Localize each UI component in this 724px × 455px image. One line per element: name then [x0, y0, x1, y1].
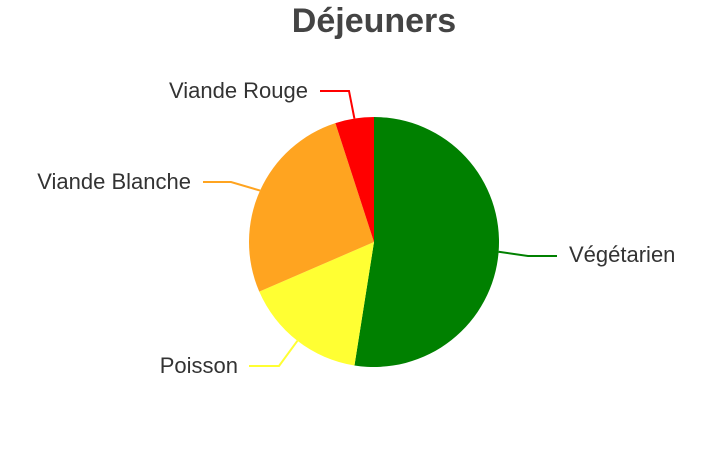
- slice-label-poisson: Poisson: [160, 353, 238, 378]
- leader-line-vegetarien: [498, 250, 557, 257]
- pie-slice-viande-blanche: [249, 123, 374, 292]
- leader-lines: [203, 90, 557, 367]
- pie-slice-viande-rouge: [335, 117, 374, 242]
- leader-line-viande-blanche: [203, 181, 261, 192]
- pie-slice-vegetarien: [354, 117, 500, 367]
- chart-title: Déjeuners: [292, 2, 456, 40]
- slice-label-viande-rouge: Viande Rouge: [169, 78, 308, 103]
- slice-label-vegetarien: Végétarien: [569, 242, 675, 267]
- pie-slice-poisson: [259, 242, 374, 366]
- slice-label-viande-blanche: Viande Blanche: [37, 169, 191, 194]
- pie-slices: [249, 117, 500, 367]
- leader-line-viande-rouge: [320, 90, 356, 119]
- leader-line-poisson: [249, 340, 299, 367]
- slice-labels: Végétarien Poisson Viande Blanche Viande Ro…: [37, 78, 675, 378]
